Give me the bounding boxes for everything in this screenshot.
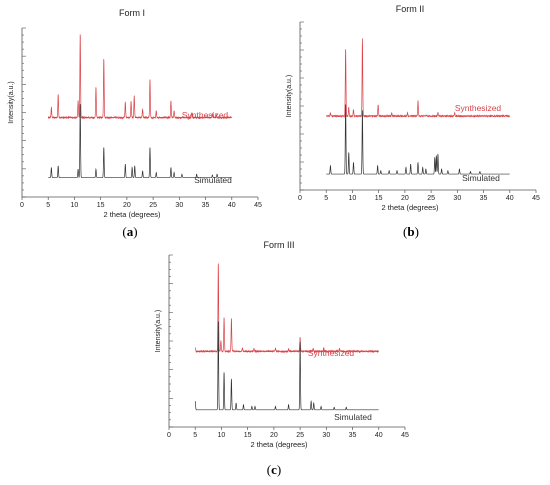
x-tick-label: 15 <box>244 432 252 439</box>
x-tick-label: 10 <box>349 195 357 202</box>
series-label-simulated: Simulated <box>194 175 232 185</box>
series-label-synthesized: Synthesized <box>182 110 229 120</box>
x-tick-label: 30 <box>322 432 330 439</box>
x-tick-label: 20 <box>270 432 278 439</box>
series-label-synthesized: Synthesized <box>308 348 355 358</box>
chart-title: Form II <box>396 4 425 14</box>
x-axis-label: 2 theta (degrees) <box>250 440 308 449</box>
x-tick-label: 10 <box>218 432 226 439</box>
x-tick-label: 15 <box>375 195 383 202</box>
x-axis-label: 2 theta (degrees) <box>381 203 439 212</box>
x-tick-label: 20 <box>123 202 131 209</box>
x-tick-label: 0 <box>167 432 171 439</box>
x-tick-label: 20 <box>401 195 409 202</box>
x-tick-label: 25 <box>427 195 435 202</box>
x-tick-label: 40 <box>375 432 383 439</box>
y-axis-label: Intensity(a.u.) <box>286 75 293 117</box>
x-tick-label: 25 <box>296 432 304 439</box>
series-label-simulated: Simulated <box>334 412 372 422</box>
x-tick-label: 35 <box>349 432 357 439</box>
x-tick-label: 5 <box>324 195 328 202</box>
panel-label: (c) <box>267 462 281 477</box>
chart-title: Form I <box>119 8 145 18</box>
x-tick-label: 45 <box>254 202 262 209</box>
x-tick-label: 15 <box>97 202 105 209</box>
series-simulated <box>48 104 232 178</box>
series-label-synthesized: Synthesized <box>455 103 502 113</box>
series-simulated <box>326 104 510 175</box>
x-tick-label: 25 <box>149 202 157 209</box>
chart-title: Form III <box>264 240 295 250</box>
x-tick-label: 35 <box>480 195 488 202</box>
y-axis-label: Intensity(a.u.) <box>8 81 15 123</box>
series-simulated <box>194 321 379 411</box>
x-tick-label: 0 <box>298 195 302 202</box>
x-tick-label: 5 <box>193 432 197 439</box>
panel-label: (b) <box>403 224 419 239</box>
xrd-panel-c: Form III Intensity(a.u.) 0 5 10 15 20 25 30 35 40 4… <box>155 240 409 477</box>
x-tick-label: 5 <box>46 202 50 209</box>
xrd-panel-b: Form II Intensity(a.u.) 0 5 10 15 20 25 30 35 40 45… <box>286 4 540 239</box>
series-synthesized <box>47 34 233 120</box>
series-label-simulated: Simulated <box>462 173 500 183</box>
xrd-panel-a: Form I Intensity(a.u.) 0 5 10 15 20 25 30 35 40 45 2… <box>8 8 262 239</box>
x-axis-label: 2 theta (degrees) <box>103 210 161 219</box>
panel-label: (a) <box>122 224 137 239</box>
x-tick-label: 10 <box>71 202 79 209</box>
x-tick-label: 30 <box>453 195 461 202</box>
x-tick-label: 30 <box>175 202 183 209</box>
series-synthesized <box>194 263 379 354</box>
x-tick-label: 40 <box>228 202 236 209</box>
series-synthesized <box>325 38 510 119</box>
x-tick-label: 40 <box>506 195 514 202</box>
x-tick-label: 35 <box>202 202 210 209</box>
x-tick-label: 0 <box>20 202 24 209</box>
y-axis-label: Intensity(a.u.) <box>155 310 162 352</box>
x-tick-label: 45 <box>532 195 540 202</box>
x-tick-label: 45 <box>401 432 409 439</box>
